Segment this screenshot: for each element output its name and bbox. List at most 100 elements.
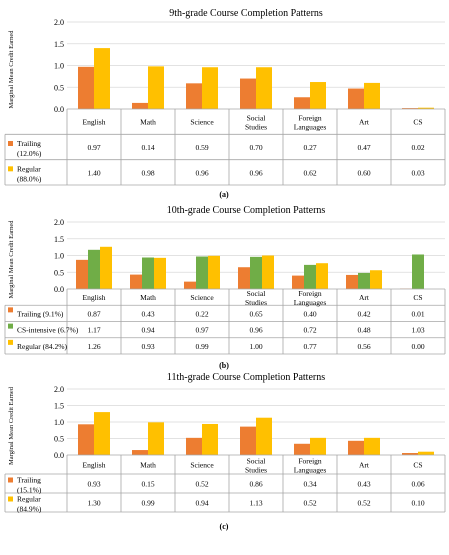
data-label-trailing-2: 0.14 (141, 143, 154, 152)
y-tick-label: 1.5 (54, 402, 64, 411)
y-tick-label: 2.0 (54, 18, 64, 27)
chart-title: 9th-grade Course Completion Patterns (169, 8, 323, 19)
bar-regular-3 (202, 67, 218, 109)
data-label-regular-2: 0.98 (141, 168, 154, 177)
bar-trailing-5 (292, 276, 304, 289)
bar-regular-5 (310, 82, 326, 109)
legend-entry: Trailing(12.0%) (17, 139, 42, 158)
category-label: Art (359, 293, 370, 302)
data-label-regular-3: 0.96 (195, 168, 208, 177)
bar-regular-1 (94, 412, 110, 455)
data-label-regular-6: 0.60 (357, 168, 370, 177)
y-tick-label: 0.0 (54, 285, 64, 294)
data-label-trailing-2: 0.43 (141, 309, 154, 318)
bar-regular-4 (256, 418, 272, 455)
chart-title: 10th-grade Course Completion Patterns (167, 205, 326, 216)
bar-trailing-2 (132, 450, 148, 455)
bar-regular-1 (100, 247, 112, 289)
y-tick-label: 1.5 (54, 40, 64, 49)
y-tick-label: 1.0 (54, 418, 64, 427)
category-label: English (83, 461, 106, 470)
bar-cs_intensive-7 (412, 254, 424, 289)
y-tick-label: 0.5 (54, 268, 64, 277)
data-label-trailing-2: 0.15 (141, 480, 154, 489)
data-label-cs_intensive-3: 0.97 (195, 326, 208, 335)
data-label-cs_intensive-2: 0.94 (141, 326, 154, 335)
data-label-trailing-4: 0.65 (249, 309, 262, 318)
data-label-regular-1: 1.30 (87, 499, 100, 508)
data-label-regular-6: 0.56 (357, 342, 370, 351)
bar-trailing-6 (348, 441, 364, 455)
bar-regular-5 (310, 438, 326, 455)
category-label: CS (413, 461, 422, 470)
bar-trailing-5 (294, 444, 310, 455)
panel-label: (a) (219, 190, 229, 199)
legend-swatch-regular (8, 497, 13, 502)
data-label-trailing-7: 0.01 (411, 309, 424, 318)
y-tick-label: 0.0 (54, 105, 64, 114)
category-label: English (83, 118, 106, 127)
data-label-regular-5: 0.52 (303, 499, 316, 508)
category-label: Science (190, 118, 214, 127)
y-axis-label: Marginal Mean Credit Earned (8, 386, 15, 465)
bar-regular-5 (316, 263, 328, 289)
bar-trailing-6 (346, 275, 358, 289)
data-label-cs_intensive-7: 1.03 (411, 326, 424, 335)
bar-trailing-4 (240, 427, 256, 455)
data-label-cs_intensive-5: 0.72 (303, 326, 316, 335)
data-label-regular-1: 1.40 (87, 168, 100, 177)
data-label-trailing-5: 0.40 (303, 309, 316, 318)
category-label: Math (140, 461, 156, 470)
data-label-trailing-6: 0.42 (357, 309, 370, 318)
bar-cs_intensive-5 (304, 265, 316, 289)
bar-regular-3 (208, 256, 220, 289)
bar-trailing-1 (76, 260, 88, 289)
y-tick-label: 0.5 (54, 83, 64, 92)
chart-panel-1: 9th-grade Course Completion PatternsMarg… (5, 8, 445, 199)
bar-trailing-1 (78, 67, 94, 109)
data-label-trailing-3: 0.59 (195, 143, 208, 152)
bar-regular-3 (202, 424, 218, 455)
data-label-cs_intensive-1: 1.17 (87, 326, 100, 335)
y-tick-label: 0.0 (54, 451, 64, 460)
chart-panel-2: 10th-grade Course Completion PatternsMar… (5, 205, 445, 370)
bar-regular-1 (94, 48, 110, 109)
data-label-regular-4: 1.00 (249, 342, 262, 351)
data-label-regular-5: 0.62 (303, 168, 316, 177)
bar-trailing-4 (240, 79, 256, 109)
data-label-trailing-6: 0.47 (357, 143, 370, 152)
legend-swatch-trailing (8, 141, 13, 146)
y-tick-label: 0.5 (54, 435, 64, 444)
data-label-trailing-5: 0.27 (303, 143, 316, 152)
data-label-cs_intensive-4: 0.96 (249, 326, 262, 335)
bar-trailing-2 (130, 275, 142, 289)
bar-regular-2 (148, 422, 164, 455)
bar-cs_intensive-4 (250, 257, 262, 289)
data-label-cs_intensive-6: 0.48 (357, 326, 370, 335)
data-label-trailing-6: 0.43 (357, 480, 370, 489)
bar-regular-6 (370, 270, 382, 289)
bar-regular-2 (154, 258, 166, 289)
legend-entry: Regular(84.9%) (17, 495, 42, 514)
bar-trailing-3 (186, 438, 202, 455)
data-label-trailing-1: 0.97 (87, 143, 100, 152)
panel-label: (c) (220, 522, 229, 531)
data-label-trailing-4: 0.70 (249, 143, 262, 152)
y-tick-label: 1.5 (54, 235, 64, 244)
legend-entry: Trailing (9.1%) (17, 309, 64, 318)
data-label-regular-5: 0.77 (303, 342, 316, 351)
data-label-trailing-3: 0.52 (195, 480, 208, 489)
category-label: Art (359, 461, 370, 470)
bar-trailing-1 (78, 424, 94, 455)
category-label: Math (140, 293, 156, 302)
bar-trailing-2 (132, 103, 148, 109)
bar-regular-6 (364, 83, 380, 109)
category-label: Math (140, 118, 156, 127)
bar-regular-4 (256, 67, 272, 109)
